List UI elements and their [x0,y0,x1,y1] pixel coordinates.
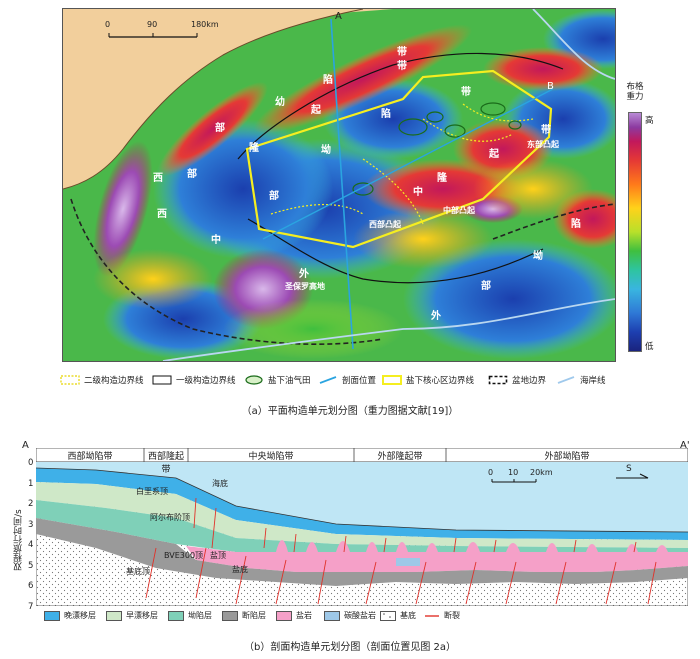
y-tick: 6 [28,581,34,591]
section-legend-item: 碳酸盐岩 [324,610,376,621]
map-legend-item: 盐下核心区边界线 [382,374,474,386]
map-unit-char: 陷 [381,109,391,120]
map-unit-char: 隆 [437,173,447,184]
y-tick: 0 [28,458,34,468]
colorbar-high: 高 [645,116,654,126]
belt-label: 西部坳陷带 [67,452,113,462]
scale-label-90: 90 [147,20,158,29]
section-legend-item: 晚漂移层 [44,610,96,621]
y-tick: 5 [28,560,34,571]
map-legend-item: 盆地边界 [488,374,546,386]
map-legend-item: 一级构造边界线 [152,374,236,386]
layer-label: 阿尔布阶顶 [150,513,190,522]
map-unit-char: 带 [397,47,407,58]
section-right-mark: A' [680,440,690,451]
scale-label-180: 180km [191,20,219,29]
north-indicator: S [626,464,632,474]
belt-label: 中央坳陷带 [248,452,294,462]
map-unit-char: 部 [187,169,197,180]
map-unit-char: 外 [431,311,441,322]
section-legend-item: 早漂移层 [106,610,158,621]
section-legend-item: 坳陷层 [168,610,212,621]
map-scale-bar [108,33,198,38]
map-unit-char: 陷 [323,75,333,86]
layer-label: 基底顶 [126,567,150,576]
map-unit-char: 带 [397,61,407,72]
map-unit-char: 部 [481,281,491,292]
y-tick: 3 [28,519,34,530]
layer-label: BVE300顶 [164,551,204,560]
y-tick: 4 [28,540,34,550]
section-scale-10: 10 [508,468,519,477]
map-legend: 二级构造边界线 一级构造边界线 盐下油气田 剖面位置 盐下核心区边界线 盆地边界 海岸线 [60,374,660,390]
section-mark-a: A [335,11,342,22]
layer-label: 白垩系顶 [136,487,168,496]
map-unit-char: 外 [299,269,309,280]
belt-label: 西部隆起带 [147,452,184,475]
section-scale-bar [491,479,537,483]
y-tick: 1 [28,478,34,489]
gravity-map-svg [63,9,615,361]
caption-b: （b）剖面构造单元划分图（剖面位置见图 2a） [243,642,457,653]
colorbar-title-line1: 布格 [626,82,644,92]
structure-label: 西部凸起 [369,220,401,229]
section-scale-20: 20km [530,468,553,477]
section-mark-b: B [547,81,554,92]
belt-label: 外部坳陷带 [544,452,590,462]
section-legend-item: 盐岩 [276,610,312,621]
section-legend-item: 基底 [380,610,416,621]
bouguer-gravity-map: 0 90 180km A B 带带陷起幼陷带部隆坳西部西部中外起带带陷坳部外隆中… [62,8,616,362]
map-unit-char: 西 [157,209,167,220]
section-legend-item: 断陷层 [222,610,266,621]
layer-label: 盐顶 [210,551,226,560]
y-tick: 2 [28,499,34,509]
colorbar [628,112,642,352]
map-unit-char: 隆 [249,143,259,154]
scale-label-0: 0 [105,20,111,29]
colorbar-title-line2: 重力 [626,92,644,102]
structure-label: 圣保罗高地 [285,282,325,291]
cross-section: 西部坳陷带 西部隆起带 中央坳陷带 外部隆起带 外部坳陷带 海底白垩系顶阿尔布阶顶盐顶 B… [35,447,689,607]
y-axis-label: 双程旅行时间/s [14,509,24,571]
map-unit-char: 起 [489,149,499,160]
colorbar-title: 布格 重力 [622,82,648,102]
map-legend-item: 盐下油气田 [244,374,311,386]
map-unit-char: 陷 [571,219,581,230]
gravity-anomalies [93,9,615,359]
map-unit-char: 部 [215,123,225,134]
cross-section-svg [35,447,689,607]
map-unit-char: 坳 [533,251,543,262]
map-unit-char: 带 [541,125,551,136]
map-unit-char: 中 [211,235,221,246]
structure-label: 中部凸起 [443,206,475,215]
structure-label: 东部凸起 [527,140,559,149]
section-left-mark: A [22,440,29,451]
layer-label: 海底 [212,479,228,488]
map-unit-char: 起 [311,105,321,116]
map-legend-item: 剖面位置 [318,374,376,386]
section-legend: 晚漂移层 早漂移层 坳陷层 断陷层 盐岩 碳酸盐岩 基底 断裂 [44,610,524,624]
map-unit-char: 坳 [321,145,331,156]
section-legend-item: 断裂 [425,611,460,620]
map-unit-char: 部 [269,191,279,202]
map-unit-char: 中 [413,187,423,198]
colorbar-low: 低 [645,342,654,352]
layer-label: 盐底 [232,565,248,574]
map-legend-item: 海岸线 [556,374,606,386]
section-scale-0: 0 [488,468,494,477]
belt-label: 外部隆起带 [377,452,423,462]
map-legend-item: 二级构造边界线 [60,374,144,386]
y-tick: 7 [28,601,34,612]
map-unit-char: 西 [153,173,163,184]
map-unit-char: 带 [461,87,471,98]
map-unit-char: 幼 [275,97,285,108]
caption-a: （a）平面构造单元划分图（重力图据文献[19]） [241,406,459,417]
